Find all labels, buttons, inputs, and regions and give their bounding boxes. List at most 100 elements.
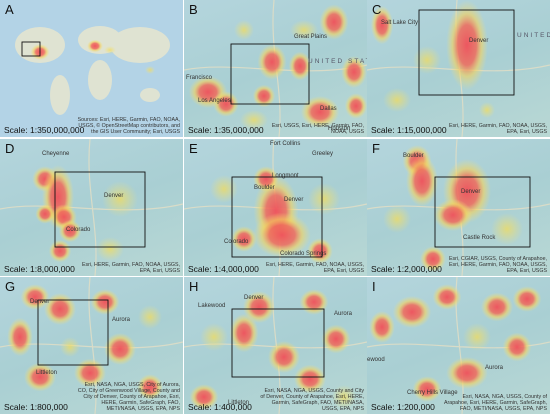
map-layer	[184, 139, 367, 276]
attribution: Esri, USGS, Esri, HERE, Garmin, FAO, NOA…	[271, 123, 364, 135]
map-panel: Cheyenne Denver Colorado Esri, HERE, Garmin…	[0, 139, 183, 276]
place-label: Greeley	[312, 151, 334, 157]
heat-spot	[332, 385, 356, 409]
scale-label: Scale: 1:8,000,000	[4, 264, 75, 274]
heat-spot	[268, 341, 300, 373]
place-label: Littleton	[228, 400, 250, 406]
map-panel: Aurora Cherry Hills Village ewood Esri, NAS…	[367, 277, 550, 414]
panel-letter: A	[5, 2, 14, 17]
place-label: Castle Rock	[463, 235, 496, 241]
heat-spot	[189, 384, 219, 410]
map-panel: Boulder Denver Castle Rock Esri, CGIAR, USG…	[367, 139, 550, 276]
place-label: Boulder	[254, 185, 275, 191]
panel-letter: G	[5, 279, 16, 294]
attribution: Esri, NASA, NGA, USGS, City of Aurora, C…	[77, 382, 180, 412]
panel-letter: I	[372, 279, 376, 294]
heat-spot	[321, 324, 351, 354]
attribution: Esri, HERE, Garmin, FAO, NOAA, USGS, EPA…	[448, 123, 547, 135]
scale-label: Scale: 1:350,000,000	[4, 125, 85, 135]
heat-spot	[35, 204, 55, 224]
heat-spot	[44, 293, 76, 325]
extent-box	[434, 176, 531, 248]
heat-spot	[412, 376, 442, 402]
map-panel: Denver Aurora Littleton Esri, NASA, NGA, US…	[0, 277, 183, 414]
heat-spot	[104, 333, 136, 365]
place-label: Colorado Springs	[280, 251, 327, 257]
map-panel: Salt Lake City Denver UNITED STATES Esri, H…	[367, 0, 550, 137]
landmass	[110, 27, 170, 63]
extent-box	[230, 43, 310, 105]
map-layer	[367, 139, 550, 276]
heat-spot	[229, 313, 259, 353]
place-label: Lakewood	[198, 303, 226, 309]
heat-spot	[48, 239, 72, 263]
place-label: Dallas	[320, 106, 337, 112]
heat-spot	[290, 20, 318, 40]
place-label: Aurora	[485, 365, 504, 371]
extent-box	[418, 9, 515, 96]
heat-spot	[481, 292, 513, 322]
place-label: Salt Lake City	[381, 20, 419, 26]
heat-spot	[252, 84, 276, 108]
heat-spot	[210, 175, 238, 203]
heat-spot	[200, 323, 228, 351]
attribution: Esri, CGIAR, USGS, County of Arapahoe, E…	[448, 256, 547, 274]
attribution: Esri, NASA, NGA, USGS, County of Arapaho…	[443, 394, 547, 412]
scale-label: Scale: 1:35,000,000	[188, 125, 264, 135]
heat-spot	[406, 155, 438, 207]
place-label: Los Angeles	[198, 98, 231, 104]
place-label: Aurora	[112, 317, 131, 323]
heat-spot	[20, 284, 50, 310]
heat-spot	[299, 289, 329, 315]
attribution: Sources: Esri, HERE, Garmin, FAO, NOAA, …	[77, 117, 180, 135]
heat-spot	[369, 311, 395, 343]
place-label: Cheyenne	[42, 151, 70, 157]
map-panel: Lakewood Denver Aurora Littleton Esri, NASA,…	[184, 277, 367, 414]
heat-spot	[491, 213, 523, 245]
heat-spot	[294, 364, 326, 394]
heat-spot	[138, 305, 162, 329]
heat-spot	[257, 44, 287, 80]
heat-spot	[24, 362, 56, 392]
heat-spot	[370, 5, 394, 45]
heat-spot	[446, 0, 488, 90]
place-label: Denver	[461, 189, 481, 195]
heat-spot	[240, 110, 268, 130]
extent-box	[231, 176, 323, 258]
map-layer	[184, 0, 367, 137]
heat-spot	[213, 91, 239, 117]
place-label: Denver	[30, 299, 50, 305]
place-label: Littleton	[36, 370, 58, 376]
heat-spot	[234, 20, 254, 40]
place-label: Fort Collins	[270, 141, 301, 147]
heat-spot	[288, 51, 312, 81]
attribution: Esri, NASA, NGA, USGS, County and City o…	[260, 388, 364, 412]
place-label: ewood	[367, 357, 385, 363]
heat-spot	[308, 183, 340, 215]
heat-spot	[479, 102, 495, 118]
place-label: Colorado	[224, 239, 249, 245]
map-layer	[15, 26, 170, 115]
map-layer	[184, 277, 367, 414]
attribution: Esri, HERE, Garmin, FAO, NOAA, USGS, EPA…	[265, 262, 364, 274]
place-label: UNITED STATES	[517, 32, 550, 39]
panel-letter: C	[372, 2, 382, 17]
map-layer	[367, 277, 550, 414]
panel-letter: E	[189, 141, 198, 156]
panel-letter: F	[372, 141, 380, 156]
heat-spot	[432, 284, 462, 310]
heat-spot	[74, 358, 106, 388]
road	[0, 139, 183, 276]
place-label: Denver	[284, 197, 304, 203]
scale-label: Scale: 1:200,000	[371, 402, 435, 412]
heat-spot	[446, 357, 488, 389]
place-label: Cherry Hills Village	[407, 390, 458, 396]
scale-label: Scale: 1:2,000,000	[371, 264, 442, 274]
map-layer	[367, 0, 550, 137]
heat-spot	[383, 88, 411, 112]
heat-spot	[104, 46, 116, 54]
heat-spot	[512, 286, 542, 312]
heat-spot	[90, 289, 120, 315]
heat-spot	[344, 93, 367, 119]
scale-label: Scale: 1:800,000	[4, 402, 68, 412]
